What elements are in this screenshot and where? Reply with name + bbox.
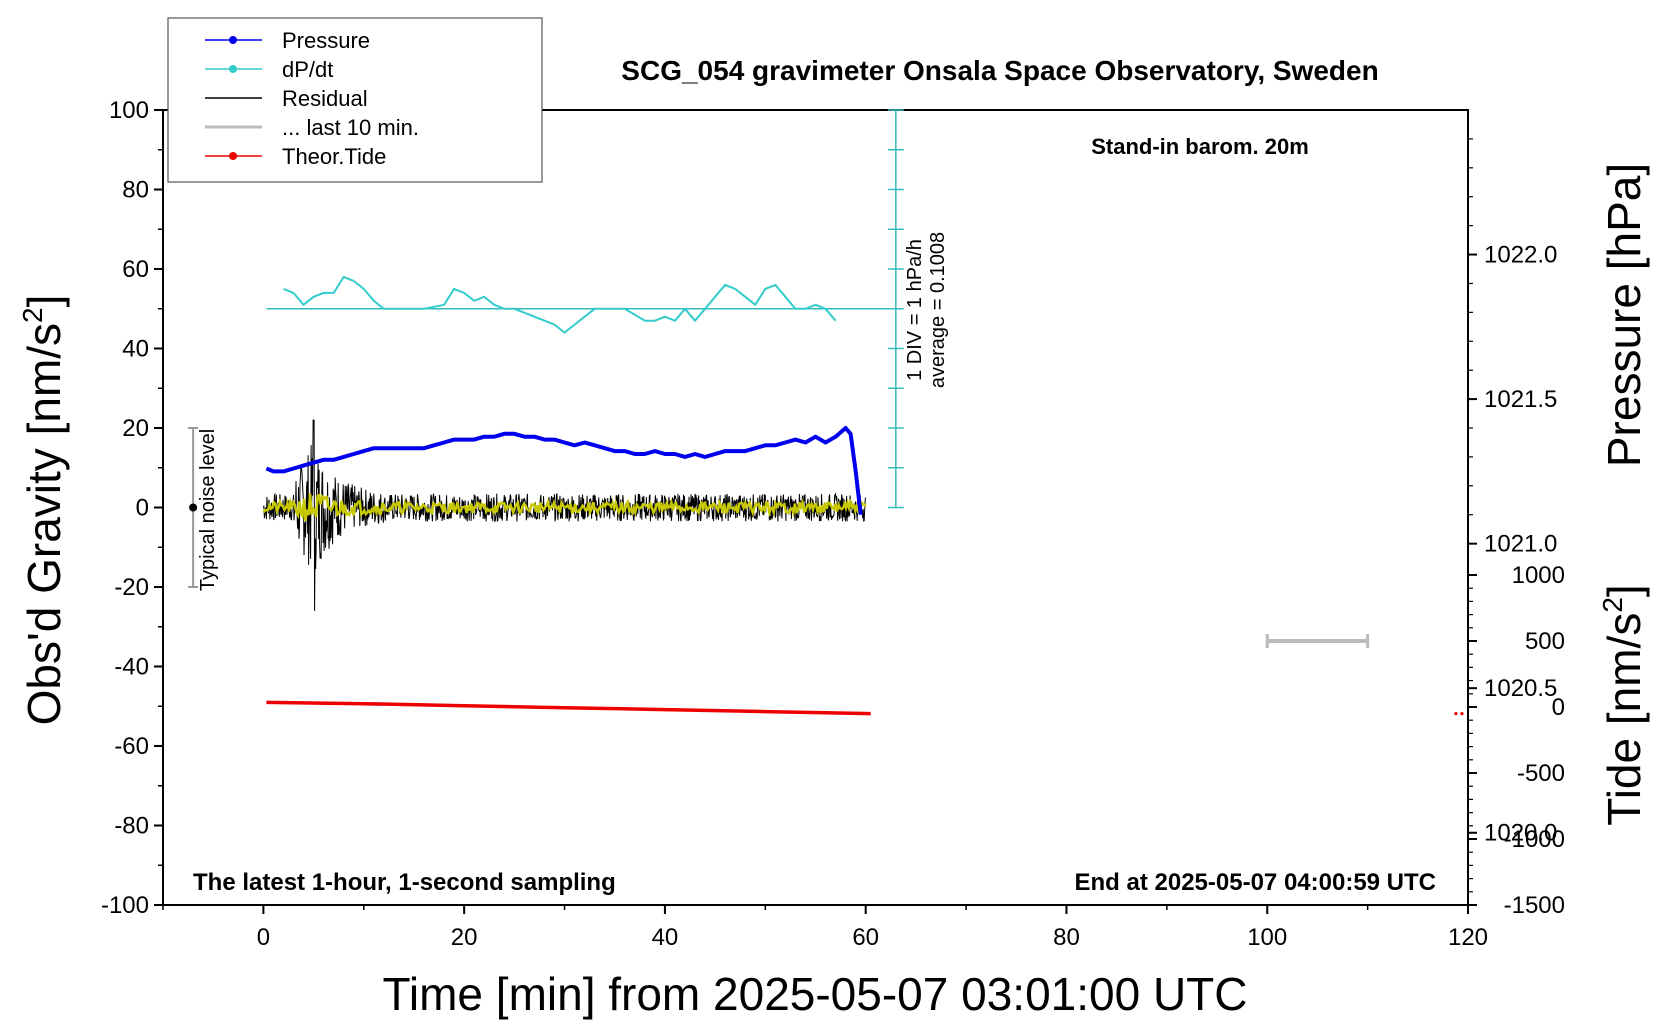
residual-line xyxy=(262,419,867,611)
tide-tick-label: 500 xyxy=(1525,628,1565,655)
pressure-tick-label: 1020.5 xyxy=(1484,675,1557,702)
legend-label: Pressure xyxy=(282,28,370,53)
stand-in-barometer-label: Stand-in barom. 20m xyxy=(1091,134,1309,159)
dpdt-average-label: average = 0.1008 xyxy=(927,232,949,388)
tide-tick-label: -1000 xyxy=(1504,826,1565,853)
pressure-axis-ticks: 1022.0 1021.5 1021.0 1020.5 1020.0 xyxy=(1468,138,1557,847)
y-left-tick-label: 100 xyxy=(109,97,149,124)
pressure-axis-title: Pressure [hPa] xyxy=(1598,163,1650,467)
y-left-tick-label: -60 xyxy=(114,733,149,760)
svg-text:Obs'd Gravity [nm/s2]: Obs'd Gravity [nm/s2] xyxy=(17,295,70,726)
y-left-tick-label: 20 xyxy=(122,415,149,442)
x-axis-title: Time [min] from 2025-05-07 03:01:00 UTC xyxy=(383,968,1248,1020)
y-left-tick-label: 80 xyxy=(122,177,149,204)
y-left-tick-label: 40 xyxy=(122,336,149,363)
left-y-axis-ticks: 100 80 60 40 20 0 -20 -40 -60 -80 -100 xyxy=(101,97,163,919)
svg-text:Tide [nm/s2]: Tide [nm/s2] xyxy=(1597,584,1650,825)
y-left-tick-label: -80 xyxy=(114,813,149,840)
legend: Pressure dP/dt Residual ... last 10 min. The… xyxy=(167,17,543,183)
tide-tick-label: -1500 xyxy=(1504,892,1565,919)
x-tick-label: 120 xyxy=(1448,924,1488,951)
tide-axis-title: Tide [nm/s2] xyxy=(1597,584,1650,825)
pressure-line xyxy=(265,426,863,515)
tide-axis-ticks: 1000 500 0 -500 -1000 -1500 xyxy=(1468,562,1565,919)
noise-bar-center-point xyxy=(189,503,198,512)
theor-tide-line xyxy=(266,700,871,716)
residual-smoothed-line xyxy=(262,493,867,522)
chart-title: SCG_054 gravimeter Onsala Space Observat… xyxy=(621,55,1378,86)
x-tick-label: 60 xyxy=(852,924,879,951)
tide-tick-label: -500 xyxy=(1517,760,1565,787)
series-layer xyxy=(262,275,1464,716)
y-left-tick-label: -20 xyxy=(114,574,149,601)
legend-label: Theor.Tide xyxy=(282,144,386,169)
dpdt-scale-bar xyxy=(266,109,904,509)
y-left-tick-label: 0 xyxy=(136,495,149,522)
pressure-tick-label: 1020.0 xyxy=(1484,820,1557,847)
legend-label: Residual xyxy=(282,86,368,111)
latest-hour-label: The latest 1-hour, 1-second sampling xyxy=(193,869,616,896)
x-tick-label: 40 xyxy=(652,924,679,951)
x-tick-label: 0 xyxy=(257,924,270,951)
tide-tick-label: 1000 xyxy=(1512,562,1565,589)
left-y-axis-title: Obs'd Gravity [nm/s2] xyxy=(17,295,70,726)
y-left-tick-label: -100 xyxy=(101,892,149,919)
dpdt-scale-label: 1 DIV = 1 hPa/h xyxy=(904,239,926,381)
noise-level-bar xyxy=(188,427,199,588)
legend-marker xyxy=(229,36,237,44)
x-tick-label: 80 xyxy=(1053,924,1080,951)
pressure-tick-label: 1021.0 xyxy=(1484,531,1557,558)
noise-level-label: Typical noise level xyxy=(197,429,219,591)
tide-tick-label: 0 xyxy=(1552,694,1565,721)
legend-marker xyxy=(229,65,237,73)
x-tick-label: 20 xyxy=(451,924,478,951)
dpdt-line xyxy=(283,275,837,334)
end-time-label: End at 2025-05-07 04:00:59 UTC xyxy=(1075,869,1437,896)
pressure-tick-label: 1022.0 xyxy=(1484,242,1557,269)
legend-marker xyxy=(229,152,237,160)
x-tick-label: 100 xyxy=(1247,924,1287,951)
legend-label: dP/dt xyxy=(282,57,333,82)
tide-marker-point xyxy=(1454,712,1458,716)
x-axis-ticks: 0 20 40 60 80 100 120 xyxy=(162,905,1488,951)
y-left-tick-label: -40 xyxy=(114,654,149,681)
pressure-tick-label: 1021.5 xyxy=(1484,386,1557,413)
y-left-tick-label: 60 xyxy=(122,256,149,283)
legend-label: ... last 10 min. xyxy=(282,115,419,140)
tide-marker-point xyxy=(1460,712,1464,716)
